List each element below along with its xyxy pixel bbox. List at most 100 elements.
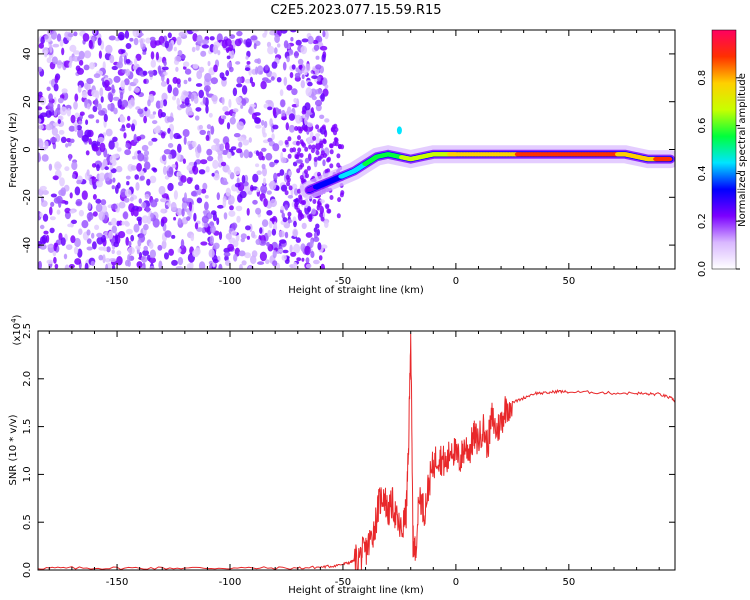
noise-blob: [183, 91, 190, 96]
noise-blob: [65, 244, 73, 251]
noise-blob: [105, 263, 109, 269]
noise-blob: [286, 181, 291, 187]
noise-blob: [211, 172, 215, 177]
noise-blob: [301, 74, 305, 80]
noise-blob: [73, 101, 78, 110]
noise-blob: [256, 58, 261, 65]
noise-blob: [180, 175, 187, 183]
noise-blob: [213, 242, 220, 249]
noise-blob: [148, 257, 156, 264]
noise-blob: [315, 55, 320, 60]
noise-blob: [278, 248, 283, 253]
noise-blob: [246, 50, 251, 58]
noise-blob: [74, 124, 78, 133]
noise-blob: [53, 110, 58, 117]
noise-blob: [68, 61, 73, 68]
noise-blob: [196, 227, 203, 232]
noise-blob: [128, 85, 132, 92]
noise-blob: [221, 76, 227, 81]
noise-blob: [96, 232, 103, 238]
noise-blob: [103, 247, 107, 252]
noise-blob: [244, 252, 252, 259]
noise-blob: [143, 150, 150, 156]
figure-title: C2E5.2023.077.15.59.R15: [270, 3, 441, 18]
noise-blob: [86, 229, 91, 236]
noise-blob: [194, 115, 200, 121]
noise-blob: [91, 89, 98, 98]
noise-blob: [41, 234, 48, 244]
noise-blob: [73, 246, 79, 255]
noise-blob: [314, 88, 323, 95]
colorbar-tick-label: 0.2: [697, 213, 708, 229]
noise-blob: [136, 136, 142, 142]
noise-blob: [300, 243, 306, 252]
noise-blob: [161, 154, 167, 162]
noise-blob: [319, 143, 324, 149]
noise-blob: [284, 190, 289, 196]
noise-blob: [44, 140, 49, 149]
noise-blob: [302, 142, 306, 148]
noise-blob: [177, 248, 182, 253]
noise-blob: [236, 30, 243, 37]
noise-blob: [92, 145, 99, 152]
noise-blob: [206, 155, 214, 162]
noise-blob: [86, 238, 92, 244]
noise-blob: [174, 161, 179, 171]
noise-blob: [167, 32, 172, 39]
noise-blob: [322, 78, 328, 86]
noise-blob: [322, 159, 326, 167]
noise-blob: [231, 222, 238, 230]
noise-blob: [304, 102, 311, 111]
noise-blob: [167, 143, 174, 148]
noise-blob: [275, 186, 280, 191]
snr-series-line: [38, 333, 675, 570]
noise-blob: [271, 61, 278, 69]
noise-blob: [287, 194, 294, 199]
noise-blob: [53, 83, 59, 92]
noise-blob: [123, 78, 130, 86]
noise-blob: [248, 137, 252, 143]
noise-blob: [95, 198, 102, 204]
noise-blob: [168, 248, 175, 256]
noise-blob: [289, 244, 293, 253]
noise-blob: [320, 93, 325, 102]
noise-blob: [332, 141, 337, 147]
noise-blob: [132, 64, 138, 71]
noise-blob: [184, 68, 192, 75]
noise-blob: [334, 137, 339, 143]
colorbar-ticks: 0.0 0.2 0.4 0.6 0.8: [697, 70, 740, 277]
noise-blob: [232, 87, 238, 97]
noise-blob: [336, 153, 341, 159]
noise-blob: [108, 230, 114, 240]
noise-blob: [169, 130, 174, 140]
noise-blob: [321, 124, 326, 130]
svg-text:(x104): (x104): [10, 314, 23, 345]
noise-blob: [186, 177, 193, 184]
noise-blob: [190, 234, 195, 242]
noise-blob: [145, 37, 151, 44]
noise-blob: [311, 208, 317, 215]
noise-blob: [305, 87, 312, 97]
noise-blob: [79, 111, 85, 116]
y-tick-label: 40: [22, 48, 33, 61]
noise-blob: [312, 39, 318, 45]
noise-blob: [129, 37, 134, 42]
noise-blob: [192, 63, 199, 69]
noise-blob: [76, 179, 82, 185]
noise-blob: [188, 201, 193, 211]
noise-blob: [108, 140, 115, 150]
spectrogram-noise: [38, 30, 345, 269]
noise-blob: [137, 152, 145, 162]
noise-blob: [195, 83, 203, 87]
noise-blob: [179, 104, 187, 109]
noise-blob: [145, 206, 150, 213]
noise-blob: [47, 244, 54, 248]
noise-blob: [176, 135, 182, 139]
noise-blob: [53, 242, 57, 252]
noise-blob: [190, 190, 197, 197]
noise-blob: [142, 249, 150, 256]
noise-blob: [210, 77, 218, 85]
noise-blob: [157, 65, 162, 75]
noise-blob: [50, 201, 55, 207]
noise-blob: [109, 54, 115, 64]
